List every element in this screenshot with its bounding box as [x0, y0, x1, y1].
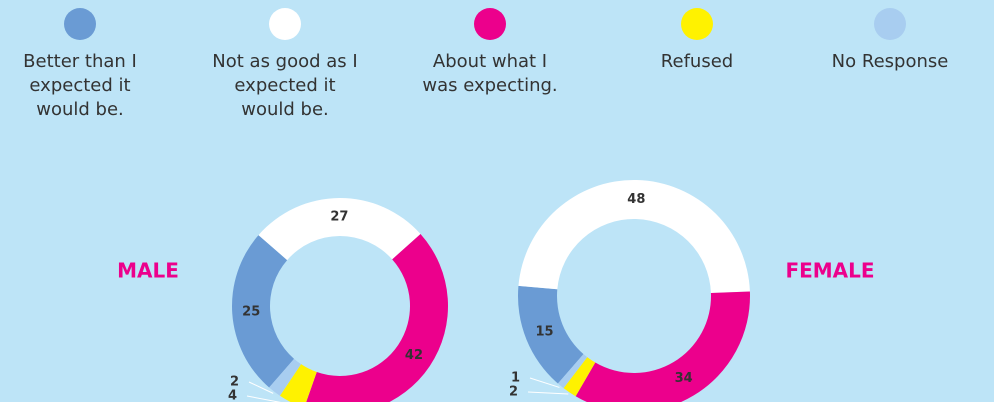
data-label: 42: [405, 348, 423, 363]
data-label: 1: [511, 371, 520, 386]
legend-item: Better than I expected it would be.: [0, 8, 175, 122]
data-label: 2: [230, 375, 239, 390]
leader-line: [527, 391, 569, 395]
data-label: 15: [535, 325, 553, 340]
donut-segment: [575, 291, 750, 402]
legend-swatch: [874, 8, 906, 40]
donut-segment: [563, 357, 596, 397]
legend-item: Not as good as I expected it would be.: [190, 8, 380, 122]
legend-item: Refused: [602, 8, 792, 74]
donut-segment: [279, 364, 317, 402]
legend-swatch: [474, 8, 506, 40]
donut-segment: [269, 358, 302, 396]
legend-item: No Response: [795, 8, 985, 74]
leader-line: [246, 395, 282, 402]
legend-label: Better than I expected it would be.: [23, 51, 137, 120]
legend-label: No Response: [831, 51, 949, 72]
donut-segment: [518, 180, 750, 294]
legend-swatch: [681, 8, 713, 40]
legend-item: About what I was expecting.: [395, 8, 585, 98]
data-label: 25: [242, 305, 260, 320]
leader-line: [248, 381, 274, 394]
legend-label: Refused: [660, 51, 734, 72]
legend-label: Not as good as I expected it would be.: [212, 51, 358, 120]
data-label: 27: [330, 210, 348, 225]
legend-swatch: [269, 8, 301, 40]
series-label: MALE: [117, 259, 179, 283]
leader-line: [529, 377, 560, 388]
series-label: FEMALE: [785, 259, 874, 283]
donut-segment: [231, 235, 295, 388]
data-label: 2: [509, 385, 518, 400]
donut-segment: [518, 285, 584, 384]
legend-swatch: [64, 8, 96, 40]
data-label: 48: [627, 192, 645, 207]
donut-segment: [557, 354, 588, 389]
data-label: 4: [228, 389, 237, 402]
data-label: 34: [675, 371, 693, 386]
donut-segment: [258, 197, 421, 261]
donut-segment: [306, 234, 448, 402]
legend-label: About what I was expecting.: [422, 51, 558, 96]
